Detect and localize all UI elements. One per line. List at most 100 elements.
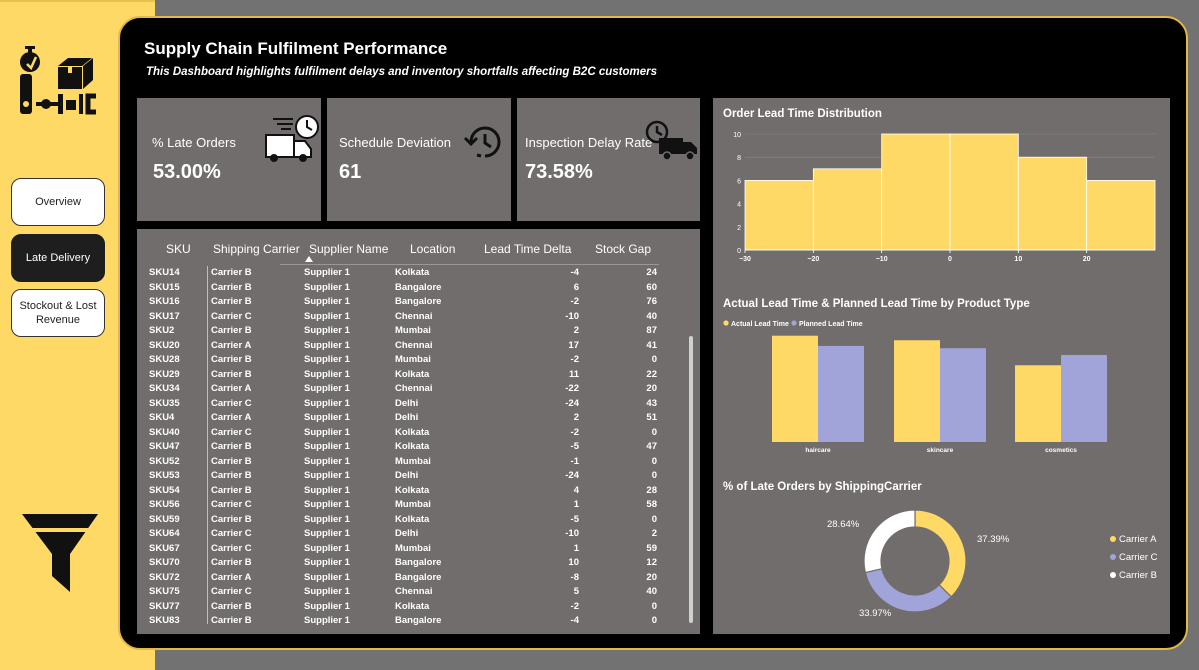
table-row[interactable]: SKU77 Carrier B Supplier 1 Kolkata -2 0 xyxy=(137,599,700,614)
cell-sku: SKU4 xyxy=(149,412,175,423)
cell-sku: SKU15 xyxy=(149,281,180,293)
cell-shipping-carrier: Carrier B xyxy=(211,455,252,467)
cell-location: Kolkata xyxy=(395,600,430,612)
cell-shipping-carrier: Carrier C xyxy=(211,542,252,554)
bar-actual-lead-time xyxy=(894,340,940,442)
cell-lead-time-delta: 17 xyxy=(568,339,579,351)
column-header-stock-gap[interactable]: Stock Gap xyxy=(595,242,652,256)
cell-shipping-carrier: Carrier C xyxy=(211,499,252,510)
cell-supplier-name: Supplier 1 xyxy=(304,397,350,409)
table-row[interactable]: SKU16 Carrier B Supplier 1 Bangalore -2 76 xyxy=(137,294,700,309)
cell-supplier-name: Supplier 1 xyxy=(304,586,350,597)
table-row[interactable]: SKU28 Carrier B Supplier 1 Mumbai -2 0 xyxy=(137,352,700,367)
cell-lead-time-delta: -10 xyxy=(565,310,579,322)
table-row[interactable]: SKU40 Carrier C Supplier 1 Kolkata -2 0 xyxy=(137,425,700,440)
cell-location: Bangalore xyxy=(395,281,442,293)
cell-stock-gap: 0 xyxy=(651,513,657,525)
table-row[interactable]: SKU47 Carrier B Supplier 1 Kolkata -5 47 xyxy=(137,439,700,454)
cell-supplier-name: Supplier 1 xyxy=(304,542,350,554)
legend-marker xyxy=(1110,572,1116,578)
y-tick-label: 0 xyxy=(737,248,741,255)
table-row[interactable]: SKU4 Carrier A Supplier 1 Delhi 2 51 xyxy=(137,410,700,425)
cell-sku: SKU67 xyxy=(149,542,180,554)
table-row[interactable]: SKU64 Carrier C Supplier 1 Delhi -10 2 xyxy=(137,526,700,541)
table-row[interactable]: SKU72 Carrier A Supplier 1 Bangalore -8 20 xyxy=(137,570,700,585)
column-header-supplier-name[interactable]: Supplier Name xyxy=(309,242,389,256)
cell-lead-time-delta: -4 xyxy=(570,615,579,626)
cell-supplier-name: Supplier 1 xyxy=(304,615,350,626)
cell-shipping-carrier: Carrier B xyxy=(211,354,252,365)
nav-stockout-lost-revenue-button[interactable]: Stockout & Lost Revenue xyxy=(11,289,105,337)
legend-marker xyxy=(791,320,797,326)
histogram-bar xyxy=(949,133,1019,251)
column-header-sku[interactable]: SKU xyxy=(166,242,191,256)
cell-shipping-carrier: Carrier B xyxy=(211,484,252,496)
cell-lead-time-delta: 5 xyxy=(573,586,579,597)
page-title: Supply Chain Fulfilment Performance xyxy=(144,39,448,58)
cell-supplier-name: Supplier 1 xyxy=(304,513,350,525)
filter-funnel-icon[interactable] xyxy=(20,512,100,594)
table-row[interactable]: SKU2 Carrier B Supplier 1 Mumbai 2 87 xyxy=(137,323,700,338)
column-header-lead-time-delta[interactable]: Lead Time Delta xyxy=(484,242,572,256)
table-row[interactable]: SKU54 Carrier B Supplier 1 Kolkata 4 28 xyxy=(137,483,700,498)
table-row[interactable]: SKU75 Carrier C Supplier 1 Chennai 5 40 xyxy=(137,584,700,599)
cell-supplier-name: Supplier 1 xyxy=(304,484,350,496)
cell-sku: SKU34 xyxy=(149,383,180,394)
cell-stock-gap: 60 xyxy=(646,281,657,293)
table-row[interactable]: SKU56 Carrier C Supplier 1 Mumbai 1 58 xyxy=(137,497,700,512)
cell-location: Delhi xyxy=(395,397,419,409)
bar-actual-lead-time xyxy=(1015,365,1061,442)
nav-late-delivery-button[interactable]: Late Delivery xyxy=(11,234,105,282)
table-row[interactable]: SKU53 Carrier B Supplier 1 Delhi -24 0 xyxy=(137,468,700,483)
cell-shipping-carrier: Carrier B xyxy=(211,557,252,568)
y-tick-label: 6 xyxy=(737,178,741,185)
cell-location: Bangalore xyxy=(395,615,442,626)
bar-planned-lead-time xyxy=(1061,355,1107,442)
table-row[interactable]: SKU59 Carrier B Supplier 1 Kolkata -5 0 xyxy=(137,512,700,527)
column-header-location[interactable]: Location xyxy=(410,242,456,256)
cell-location: Kolkata xyxy=(395,513,430,525)
table-row[interactable]: SKU14 Carrier B Supplier 1 Kolkata -4 24 xyxy=(137,265,700,280)
x-tick-label: 20 xyxy=(1083,256,1091,263)
category-label: haircare xyxy=(805,447,831,454)
table-row[interactable]: SKU34 Carrier A Supplier 1 Chennai -22 20 xyxy=(137,381,700,396)
nav-overview-button[interactable]: Overview xyxy=(11,178,105,226)
table-row[interactable]: SKU52 Carrier B Supplier 1 Mumbai -1 0 xyxy=(137,454,700,469)
cell-stock-gap: 40 xyxy=(646,310,657,322)
table-row[interactable]: SKU70 Carrier B Supplier 1 Bangalore 10 12 xyxy=(137,555,700,570)
table-row[interactable]: SKU83 Carrier B Supplier 1 Bangalore -4 0 xyxy=(137,613,700,628)
cell-lead-time-delta: -22 xyxy=(565,383,579,394)
cell-shipping-carrier: Carrier B xyxy=(211,267,252,278)
cell-stock-gap: 87 xyxy=(646,325,657,336)
histogram-bar xyxy=(1086,180,1156,251)
cell-stock-gap: 41 xyxy=(646,339,657,351)
cell-sku: SKU56 xyxy=(149,499,180,510)
x-tick-label: 0 xyxy=(948,256,952,263)
cell-sku: SKU14 xyxy=(149,267,180,278)
cell-location: Chennai xyxy=(395,339,433,351)
cell-stock-gap: 51 xyxy=(646,412,657,423)
table-row[interactable]: SKU15 Carrier B Supplier 1 Bangalore 6 60 xyxy=(137,280,700,295)
cell-lead-time-delta: 1 xyxy=(573,499,579,510)
table-row[interactable]: SKU35 Carrier C Supplier 1 Delhi -24 43 xyxy=(137,396,700,411)
clock-rewind-icon xyxy=(463,126,501,158)
table-row[interactable]: SKU29 Carrier B Supplier 1 Kolkata 11 22 xyxy=(137,367,700,382)
cell-supplier-name: Supplier 1 xyxy=(304,470,350,481)
cell-stock-gap: 40 xyxy=(646,586,657,597)
cell-shipping-carrier: Carrier B xyxy=(211,441,252,452)
table-row[interactable]: SKU67 Carrier C Supplier 1 Mumbai 1 59 xyxy=(137,541,700,556)
cell-lead-time-delta: -1 xyxy=(570,455,579,467)
cell-location: Mumbai xyxy=(395,499,431,510)
table-row[interactable]: SKU17 Carrier C Supplier 1 Chennai -10 40 xyxy=(137,309,700,324)
kpi-value: 61 xyxy=(339,161,362,183)
y-tick-label: 4 xyxy=(737,202,741,209)
donut-title: % of Late Orders by ShippingCarrier xyxy=(723,481,922,493)
cell-shipping-carrier: Carrier C xyxy=(211,310,252,322)
cell-location: Bangalore xyxy=(395,296,442,307)
legend-label: Carrier B xyxy=(1119,570,1157,581)
histogram-title: Order Lead Time Distribution xyxy=(723,108,882,120)
cell-stock-gap: 43 xyxy=(646,397,657,409)
column-header-shipping-carrier[interactable]: Shipping Carrier xyxy=(213,242,300,256)
table-scrollbar[interactable] xyxy=(689,336,693,623)
table-row[interactable]: SKU20 Carrier A Supplier 1 Chennai 17 41 xyxy=(137,338,700,353)
